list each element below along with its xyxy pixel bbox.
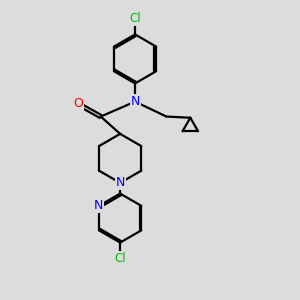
Text: O: O xyxy=(73,97,83,110)
Text: N: N xyxy=(130,95,140,108)
Text: Cl: Cl xyxy=(129,12,141,26)
Text: Cl: Cl xyxy=(114,252,126,265)
Text: N: N xyxy=(116,176,125,189)
Text: N: N xyxy=(94,199,104,212)
